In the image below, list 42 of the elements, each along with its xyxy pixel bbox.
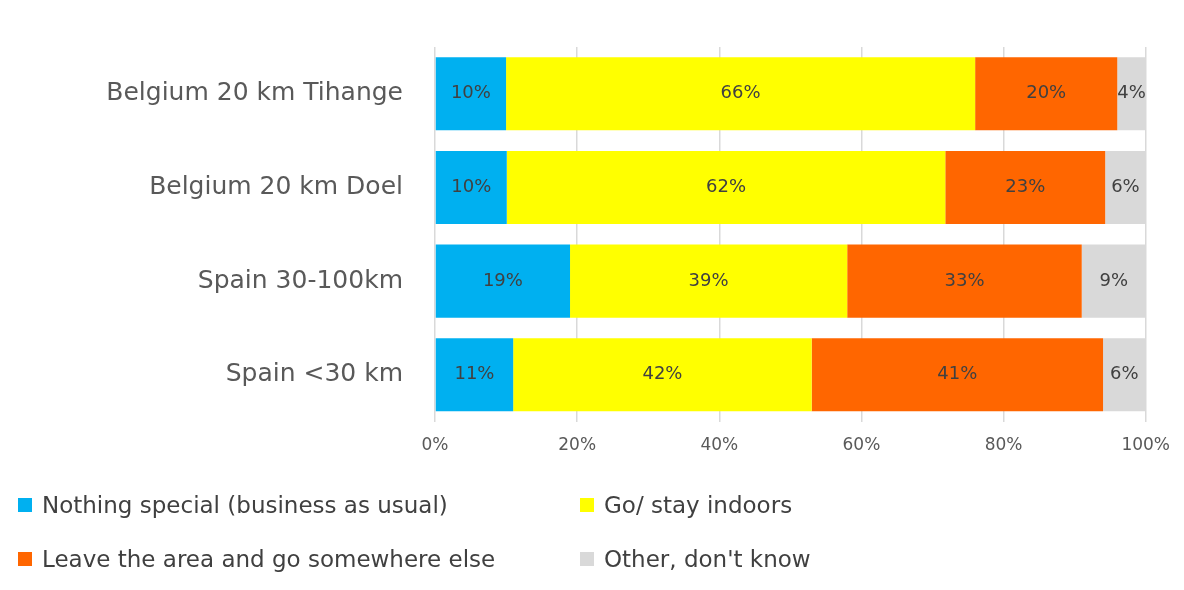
y-tick-label: Spain 30-100km xyxy=(197,264,403,294)
bar xyxy=(435,150,507,224)
bar xyxy=(513,338,812,412)
data-label: 10% xyxy=(451,175,492,197)
legend-label: Leave the area and go somewhere else xyxy=(42,546,496,572)
data-label: 9% xyxy=(1099,268,1128,290)
bar xyxy=(570,244,848,318)
legend-label: Go/ stay indoors xyxy=(604,492,793,518)
bar xyxy=(506,150,946,224)
data-label: 6% xyxy=(1110,362,1139,384)
bar xyxy=(435,244,571,318)
x-tick-label: 20% xyxy=(558,434,597,455)
data-label: 20% xyxy=(1026,81,1067,103)
bar xyxy=(435,57,507,131)
data-label: 19% xyxy=(482,268,523,290)
x-tick-label: 80% xyxy=(984,434,1023,455)
x-tick-label: 60% xyxy=(842,434,881,455)
bar xyxy=(811,338,1104,412)
bar xyxy=(435,338,514,412)
data-label: 11% xyxy=(454,362,495,384)
legend-label: Nothing special (business as usual) xyxy=(42,492,448,518)
data-label: 66% xyxy=(720,81,761,103)
data-label: 23% xyxy=(1005,175,1046,197)
data-label: 39% xyxy=(688,268,729,290)
data-label: 10% xyxy=(450,81,491,103)
y-tick-label: Spain <30 km xyxy=(225,358,403,388)
bar xyxy=(975,57,1118,131)
data-label: 4% xyxy=(1117,81,1146,103)
bar xyxy=(945,150,1106,224)
bar xyxy=(506,57,976,131)
legend-label: Other, don't know xyxy=(604,546,811,572)
data-label: 6% xyxy=(1111,175,1140,197)
x-tick-label: 40% xyxy=(700,434,739,455)
y-tick-label: Belgium 20 km Tihange xyxy=(106,77,403,107)
data-label: 62% xyxy=(706,175,747,197)
y-tick-label: Belgium 20 km Doel xyxy=(149,170,403,200)
data-label: 42% xyxy=(642,362,683,384)
data-label: 33% xyxy=(944,268,985,290)
bar xyxy=(847,244,1082,318)
x-tick-label: 0% xyxy=(421,434,449,455)
data-label: 41% xyxy=(937,362,978,384)
x-tick-label: 100% xyxy=(1121,434,1170,455)
